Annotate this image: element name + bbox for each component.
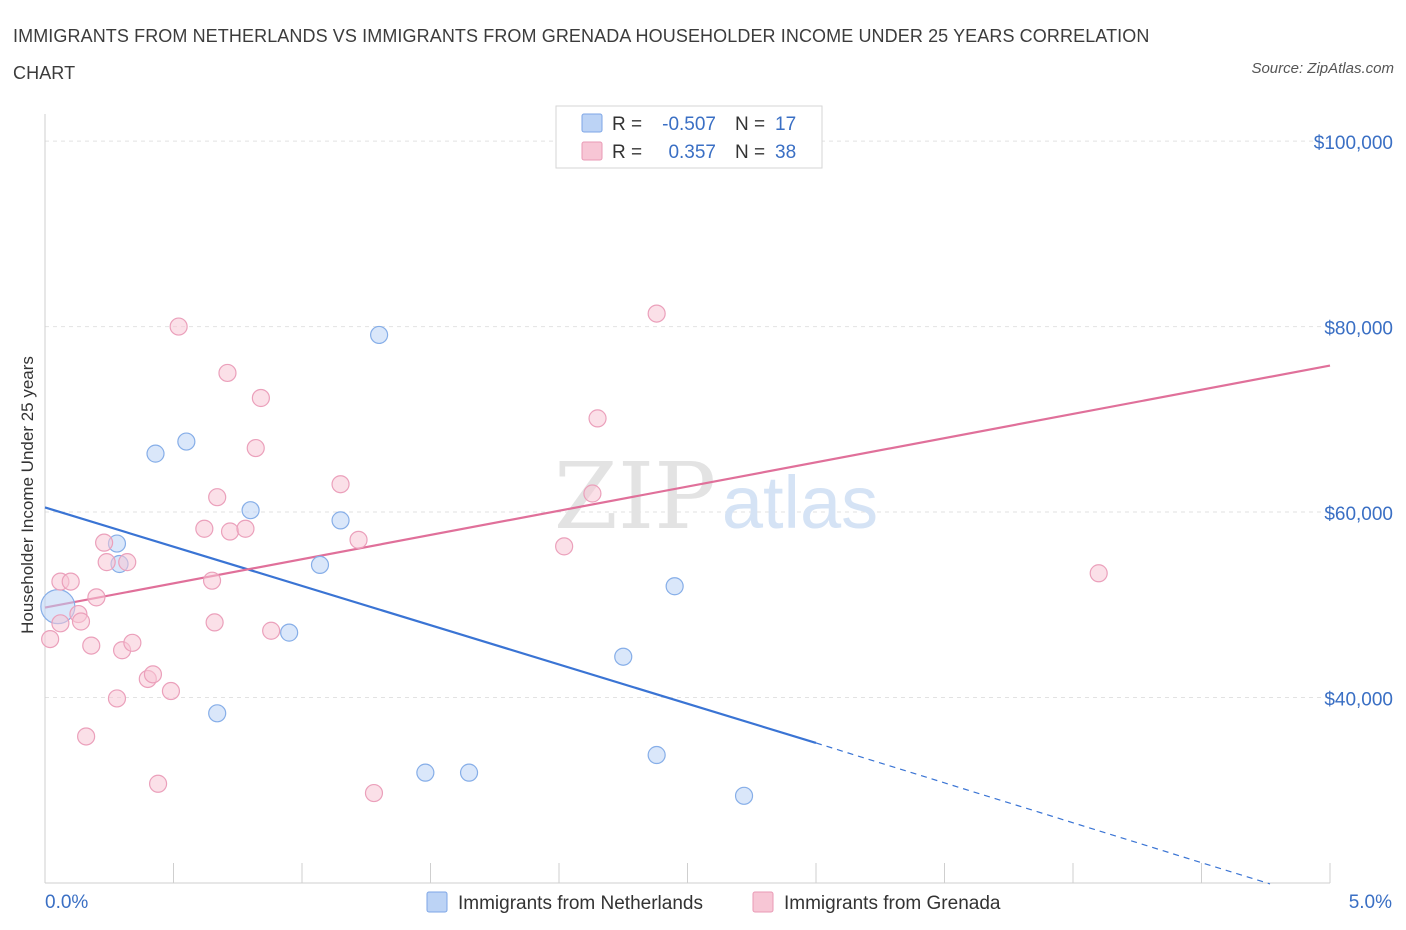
point-0-3	[146, 444, 165, 463]
point-1-19	[169, 317, 188, 336]
series-swatch-grenada	[752, 891, 774, 913]
correlation-legend: R = -0.507 N = 17 R = 0.357 N = 38	[555, 105, 823, 169]
point-0-4	[177, 432, 196, 451]
point-1-30	[331, 475, 350, 494]
chart-title: IMMIGRANTS FROM NETHERLANDS VS IMMIGRANT…	[13, 26, 1150, 83]
trend-lines	[44, 364, 1331, 885]
point-1-20	[195, 519, 214, 538]
y-tick-label-0: $40,000	[1324, 690, 1393, 711]
point-1-14	[123, 633, 142, 652]
point-1-26	[236, 519, 255, 538]
point-1-21	[202, 571, 222, 590]
legend-r-value-1: -0.507	[662, 114, 716, 135]
legend-swatch-netherlands	[581, 113, 603, 133]
point-0-13	[614, 647, 633, 666]
point-0-12	[459, 763, 479, 782]
point-1-7	[82, 636, 101, 655]
x-tick-right: 5.0%	[1349, 892, 1392, 913]
trend-grenada	[44, 364, 1331, 609]
grid-lines	[45, 140, 1330, 699]
point-0-10	[370, 325, 389, 345]
data-points	[40, 304, 1108, 805]
point-1-25	[220, 522, 240, 541]
point-1-35	[588, 409, 607, 428]
point-1-3	[61, 572, 80, 591]
y-tick-label-1: $60,000	[1324, 504, 1393, 525]
point-0-9	[331, 511, 350, 530]
legend-swatch-grenada	[581, 141, 603, 161]
point-1-37	[1089, 564, 1108, 583]
watermark: ZIP atlas	[554, 443, 878, 550]
point-1-23	[208, 488, 227, 507]
x-tick-left: 0.0%	[45, 892, 88, 913]
point-1-29	[262, 621, 281, 640]
point-0-6	[241, 501, 260, 520]
point-1-34	[583, 484, 602, 503]
legend-n-value-2: 38	[775, 142, 796, 163]
series-label-grenada: Immigrants from Grenada	[784, 893, 1001, 914]
point-1-8	[87, 588, 106, 607]
point-1-33	[555, 537, 574, 556]
legend-n-value-1: 17	[775, 114, 796, 135]
legend-r-label-1: R =	[612, 114, 642, 135]
point-0-7	[280, 623, 299, 642]
point-0-16	[734, 786, 754, 805]
point-1-36	[647, 304, 666, 323]
legend-r-label-2: R =	[612, 142, 642, 163]
y-tick-labels: $40,000 $60,000 $80,000 $100,000	[1314, 133, 1393, 710]
series-label-netherlands: Immigrants from Netherlands	[458, 893, 703, 914]
point-1-17	[148, 774, 168, 793]
point-1-27	[246, 438, 265, 458]
axes	[44, 114, 1331, 884]
point-1-9	[95, 533, 114, 552]
source-label: Source: ZipAtlas.com	[1251, 60, 1394, 77]
trend-netherlands-extension	[815, 742, 1271, 885]
y-tick-label-3: $100,000	[1314, 133, 1393, 154]
point-1-16	[143, 665, 163, 684]
y-tick-label-2: $80,000	[1324, 319, 1393, 340]
series-legend: Immigrants from Netherlands Immigrants f…	[426, 891, 1001, 914]
point-1-18	[161, 681, 181, 701]
point-1-0	[41, 629, 60, 649]
watermark-atlas: atlas	[722, 461, 878, 544]
point-1-6	[77, 727, 96, 746]
point-1-11	[107, 689, 127, 708]
trend-netherlands	[44, 506, 817, 745]
legend-n-label-2: N =	[735, 142, 765, 163]
point-0-5	[208, 704, 227, 723]
point-1-31	[349, 530, 368, 549]
point-0-14	[665, 577, 684, 596]
legend-r-value-2: 0.357	[668, 142, 716, 163]
point-1-28	[251, 388, 270, 408]
point-1-5	[71, 612, 91, 631]
point-0-11	[416, 763, 435, 782]
y-axis-title: Householder Income Under 25 years	[18, 356, 37, 634]
point-0-8	[310, 555, 330, 575]
point-1-32	[364, 783, 384, 803]
point-1-2	[51, 614, 70, 633]
point-1-22	[205, 613, 224, 632]
series-swatch-netherlands	[426, 891, 448, 913]
point-1-13	[118, 553, 137, 572]
point-0-15	[647, 745, 666, 765]
point-1-24	[218, 363, 237, 383]
legend-n-label-1: N =	[735, 114, 765, 135]
point-1-10	[97, 553, 116, 572]
